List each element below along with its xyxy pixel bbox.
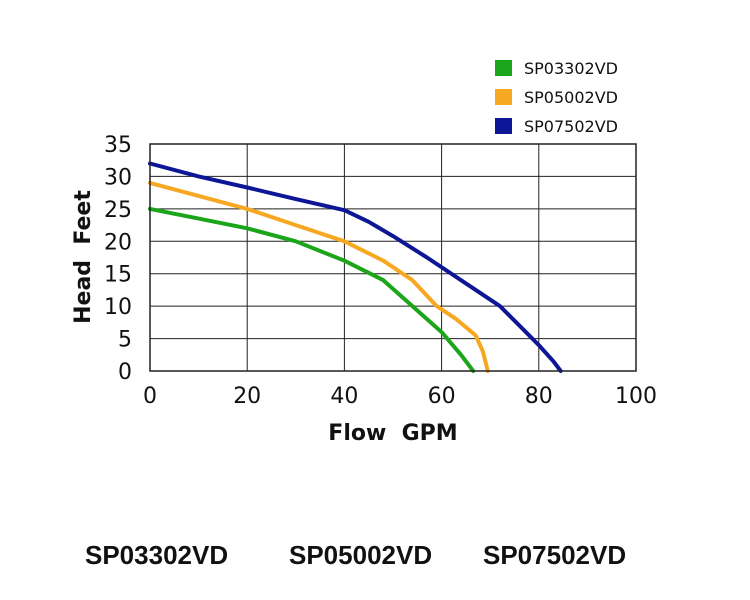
series-line-sp05002vd	[148, 180, 490, 373]
legend: SP03302VD SP05002VD SP07502VD	[495, 59, 618, 136]
y-tick-label: 35	[104, 133, 132, 158]
series-lines	[148, 161, 563, 373]
series-line-sp03302vd	[148, 206, 476, 373]
x-axis-ticks: 0 20 40 60 80 100	[143, 384, 657, 409]
model-label-sp05002vd: SP05002VD	[289, 540, 433, 570]
series-line-sp07502vd	[148, 161, 563, 373]
model-list: SP03302VD SP05002VD SP07502VD	[0, 540, 750, 580]
y-axis-ticks: 0 5 10 15 20 25 30 35	[104, 133, 132, 385]
x-tick-label: 80	[525, 384, 553, 409]
x-tick-label: 60	[428, 384, 456, 409]
y-tick-label: 20	[104, 230, 132, 255]
legend-swatch	[495, 118, 512, 134]
x-tick-label: 100	[615, 384, 657, 409]
y-tick-label: 5	[118, 328, 132, 353]
y-tick-label: 30	[104, 165, 132, 190]
legend-swatch	[495, 60, 512, 76]
x-tick-label: 40	[330, 384, 358, 409]
grid-lines	[149, 143, 637, 372]
x-tick-label: 0	[143, 384, 157, 409]
y-axis-title: Head Feet	[71, 190, 96, 324]
y-tick-label: 15	[104, 263, 132, 288]
legend-entry-label: SP05002VD	[524, 88, 618, 107]
y-tick-label: 0	[118, 360, 132, 385]
legend-swatch	[495, 89, 512, 105]
x-tick-label: 20	[233, 384, 261, 409]
legend-entry-label: SP07502VD	[524, 117, 618, 136]
model-label-sp03302vd: SP03302VD	[85, 540, 229, 570]
x-axis-title: Flow GPM	[328, 421, 457, 446]
model-label-sp07502vd: SP07502VD	[483, 540, 627, 570]
legend-entry-label: SP03302VD	[524, 59, 618, 78]
y-tick-label: 25	[104, 198, 132, 223]
plot-frame	[149, 143, 637, 372]
y-tick-label: 10	[104, 295, 132, 320]
